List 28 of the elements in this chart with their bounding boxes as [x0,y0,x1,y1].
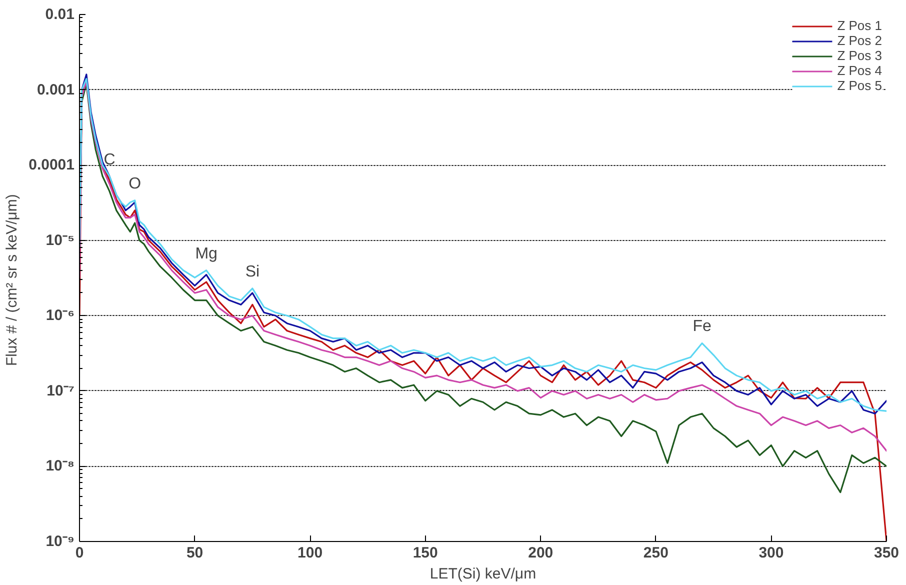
legend-label: Z Pos 2 [837,33,882,48]
y-tick-label: 10⁻⁵ [46,232,75,249]
annotation: Mg [195,245,218,262]
annotation: O [128,175,142,192]
y-tick-label: 10⁻⁹ [46,533,75,550]
x-tick-label: 300 [758,544,784,562]
y-tick-label: 0.01 [45,6,75,23]
x-axis-title: LET(Si) keV/μm [430,566,536,582]
y-tick-label: 10⁻⁶ [46,307,74,324]
annotation: C [104,151,116,168]
annotation: Fe [692,318,712,336]
x-tick-label: 250 [643,544,668,562]
x-tick-label: 200 [528,544,554,562]
x-tick-label: 150 [412,544,438,562]
legend-label: Z Pos 3 [837,48,882,63]
y-tick-label: 0.001 [36,81,75,98]
x-tick-label: 50 [186,544,204,562]
x-tick-label: 100 [298,544,323,562]
y-tick-label: 10⁻⁸ [46,458,75,475]
x-tick-label: 350 [874,544,900,562]
y-axis-title: Flux # / (cm² sr s keV/μm) [4,194,21,366]
y-tick-label: 10⁻⁷ [46,382,74,400]
legend-label: Z Pos 4 [837,63,882,78]
y-tick-label: 0.0001 [28,156,75,174]
x-tick-label: 0 [75,544,84,562]
annotation: Si [245,263,260,280]
legend-label: Z Pos 1 [837,18,882,33]
legend-label: Z Pos 5 [837,78,882,93]
